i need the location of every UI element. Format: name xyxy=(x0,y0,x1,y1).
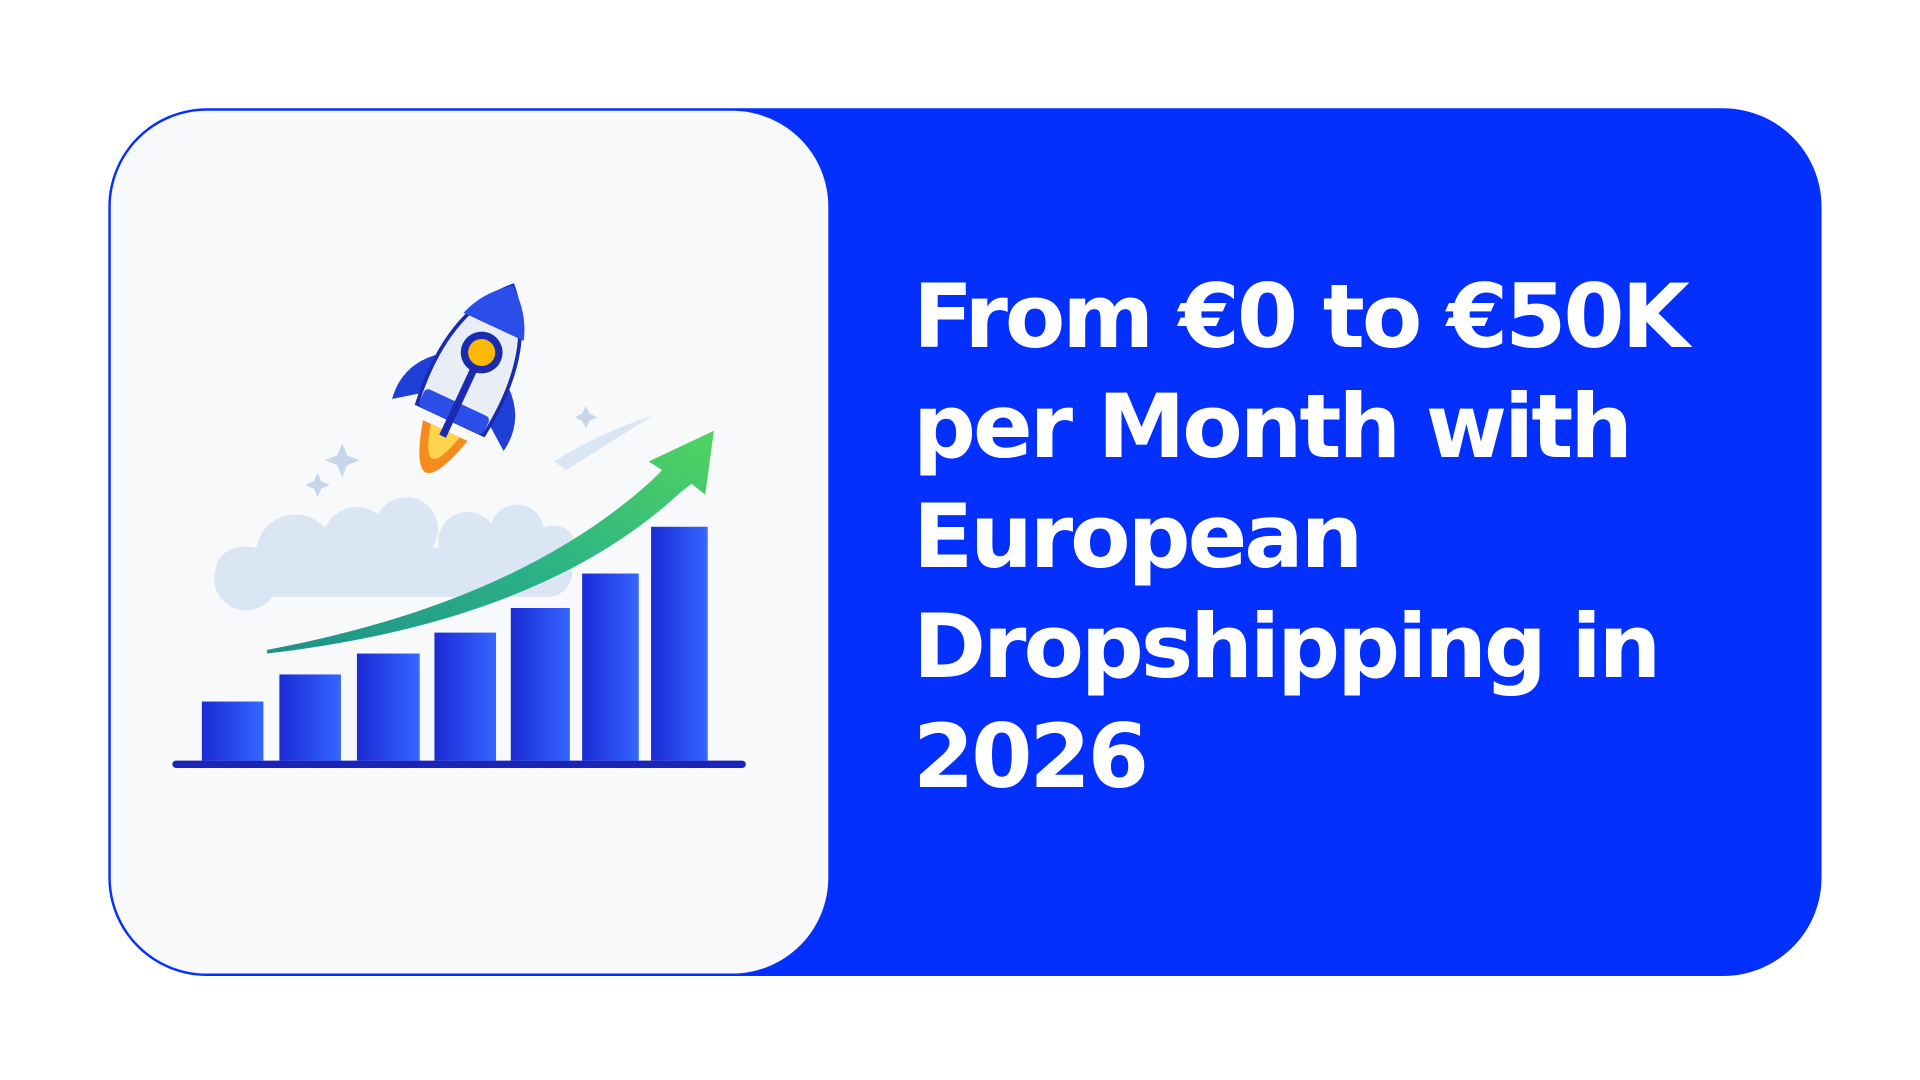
streak xyxy=(553,416,653,471)
clouds xyxy=(214,497,576,611)
heading: From €0 to €50K per Month with European … xyxy=(913,265,1690,808)
baseline xyxy=(172,760,746,768)
growth-arrow xyxy=(267,430,714,654)
sparkles xyxy=(305,406,597,498)
bars xyxy=(201,526,708,761)
rocket xyxy=(392,283,525,473)
